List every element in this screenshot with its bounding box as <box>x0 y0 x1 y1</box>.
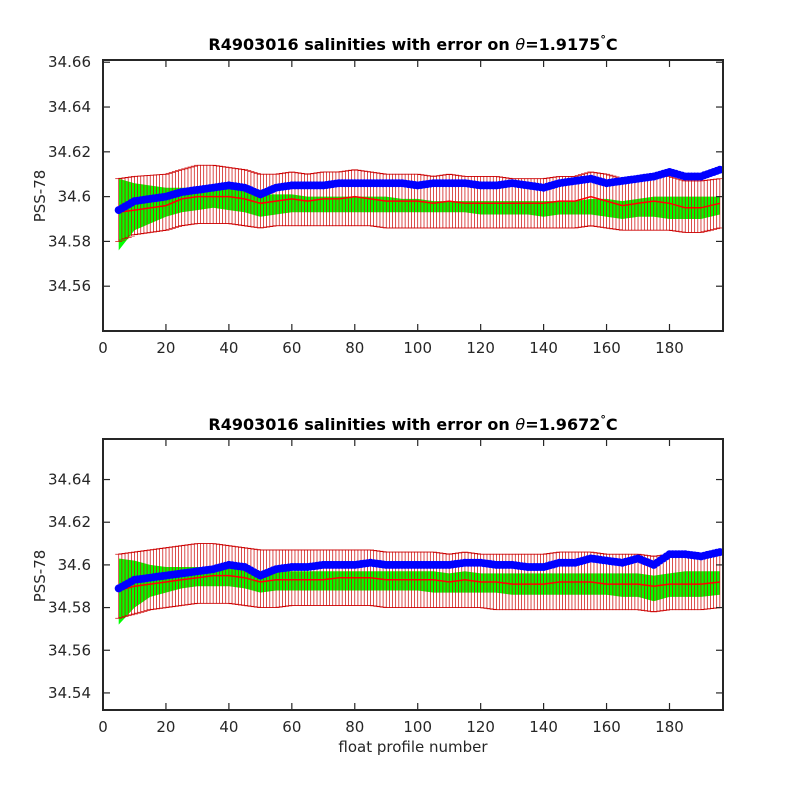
top-chart-axes-frame <box>102 59 724 332</box>
bottom-chart: R4903016 salinities with error on θ=1.96… <box>31 413 724 756</box>
top-chart-x-tick-label: 120 <box>466 339 495 357</box>
top-chart-x-tick-label: 140 <box>529 339 558 357</box>
top-chart-x-tick-label: 0 <box>98 339 108 357</box>
bottom-chart-x-tick-label: 120 <box>466 718 495 736</box>
bottom-chart-x-tick-label: 80 <box>345 718 364 736</box>
bottom-chart-y-tick-label: 34.56 <box>48 641 91 659</box>
bottom-chart-x-tick-label: 0 <box>98 718 108 736</box>
bottom-chart-y-tick-label: 34.64 <box>48 471 91 489</box>
top-chart-y-tick-label: 34.62 <box>48 143 91 161</box>
top-chart-x-tick-label: 20 <box>156 339 175 357</box>
bottom-chart-x-tick-label: 40 <box>219 718 238 736</box>
top-chart-y-tick-label: 34.66 <box>48 53 91 71</box>
top-chart-plot-area <box>114 164 724 251</box>
bottom-chart-x-tick-label: 180 <box>655 718 684 736</box>
top-chart-x-tick-label: 180 <box>655 339 684 357</box>
top-chart-title: R4903016 salinities with error on θ=1.91… <box>208 33 617 54</box>
bottom-chart-x-tick-label: 160 <box>592 718 621 736</box>
top-chart-y-tick-label: 34.6 <box>58 188 91 206</box>
bottom-chart-y-tick-label: 34.6 <box>58 556 91 574</box>
top-chart-x-tick-label: 100 <box>403 339 432 357</box>
top-chart-y-tick-label: 34.58 <box>48 232 91 250</box>
bottom-chart-x-tick-label: 60 <box>282 718 301 736</box>
top-chart-x-tick-label: 60 <box>282 339 301 357</box>
top-chart-x-tick-label: 40 <box>219 339 238 357</box>
bottom-chart-x-tick-label: 100 <box>403 718 432 736</box>
top-chart-y-axis-label: PSS-78 <box>31 170 49 223</box>
bottom-chart-plot-area <box>114 543 724 625</box>
top-chart-mapped-salinity-line <box>118 195 721 214</box>
top-chart-float-salinity-point <box>715 165 724 174</box>
top-chart-y-tick-label: 34.64 <box>48 98 91 116</box>
top-chart-x-tick-label: 80 <box>345 339 364 357</box>
bottom-chart-y-axis-label: PSS-78 <box>31 550 49 603</box>
bottom-chart-mapped-salinity-line <box>118 574 720 592</box>
top-chart-x-tick-label: 160 <box>592 339 621 357</box>
bottom-chart-y-tick-label: 34.62 <box>48 513 91 531</box>
bottom-chart-float-salinity-point <box>715 548 724 557</box>
bottom-chart-x-tick-label: 140 <box>529 718 558 736</box>
top-chart-y-tick-label: 34.56 <box>48 277 91 295</box>
bottom-chart-axes-frame <box>102 438 724 711</box>
bottom-chart-x-axis-label: float profile number <box>338 738 488 756</box>
bottom-chart-y-tick-label: 34.54 <box>48 684 91 702</box>
bottom-chart-title: R4903016 salinities with error on θ=1.96… <box>208 413 617 434</box>
bottom-chart-x-tick-label: 20 <box>156 718 175 736</box>
bottom-chart-y-tick-label: 34.58 <box>48 599 91 617</box>
top-chart-error-envelope <box>118 178 720 251</box>
top-chart: R4903016 salinities with error on θ=1.91… <box>31 33 724 357</box>
